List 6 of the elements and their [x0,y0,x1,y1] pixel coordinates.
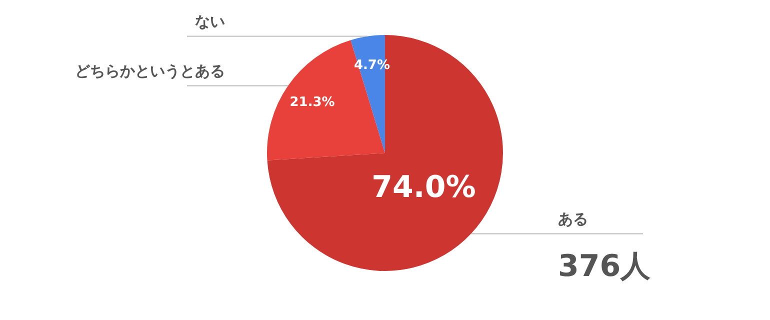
slice-label: どちらかというとある [75,62,225,80]
slice-label: ない [195,12,225,30]
slice-label: ある [558,210,588,228]
data-label: 21.3% [290,94,335,110]
data-label: 74.0% [372,170,476,206]
text: 376人 [558,248,652,284]
